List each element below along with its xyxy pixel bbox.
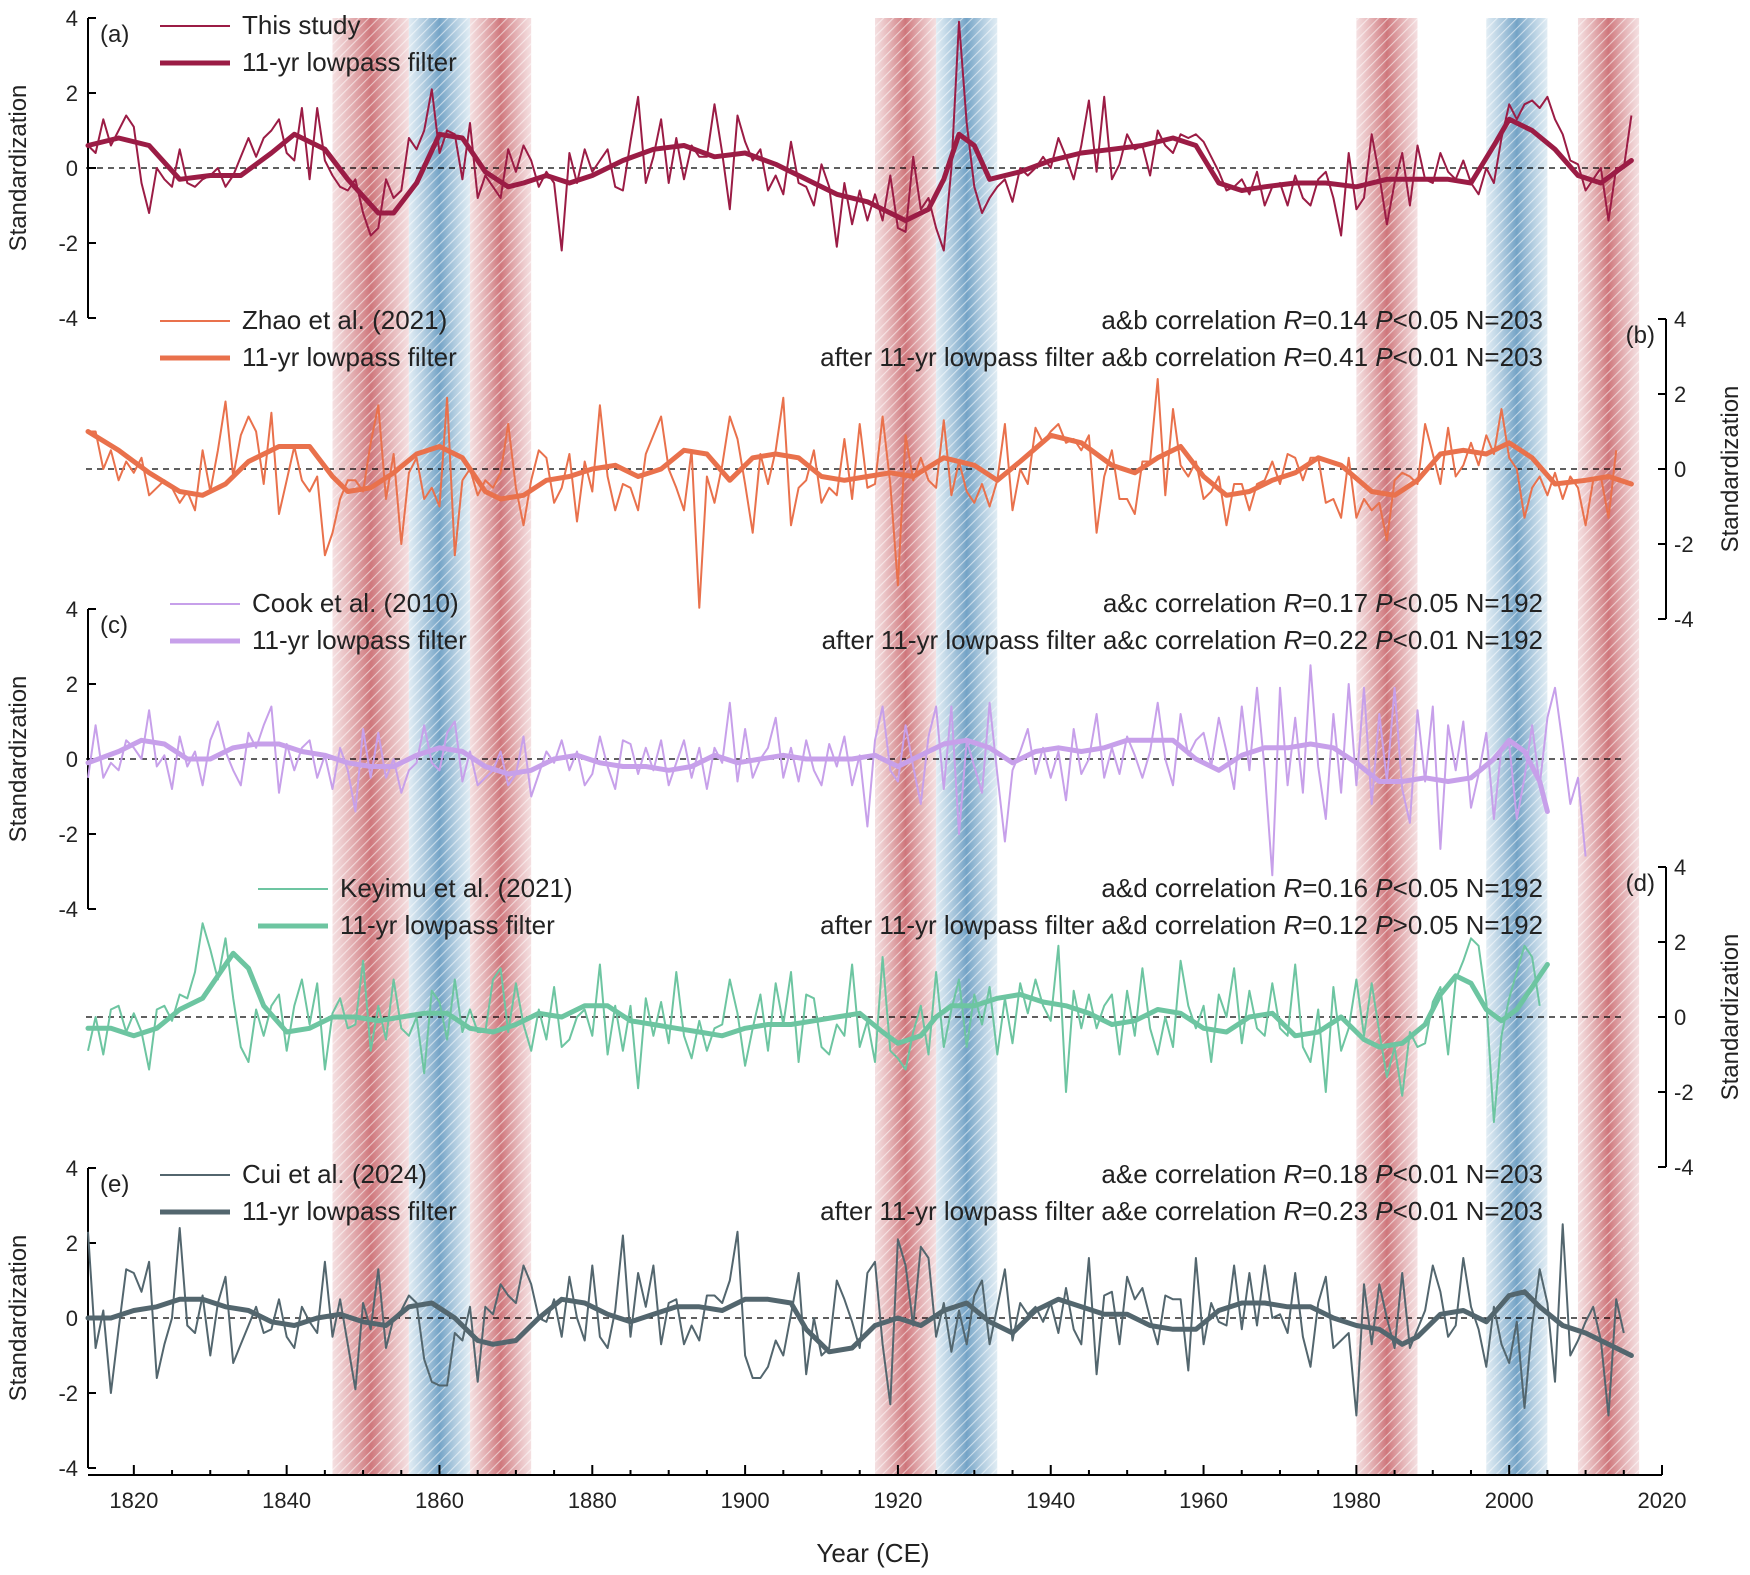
x-tick-label: 1860 [415,1488,464,1513]
y-tick-label: -2 [1674,532,1694,557]
y-tick-label: 2 [66,81,78,106]
y-tick-label: -2 [58,1381,78,1406]
x-tick-label: 1980 [1332,1488,1381,1513]
series-raw-line [88,378,1618,609]
legend-smooth-label: 11-yr lowpass filter [340,910,555,940]
y-tick-label: 2 [66,672,78,697]
x-tick-label: 1840 [262,1488,311,1513]
legend-raw-label: Cui et al. (2024) [242,1159,427,1189]
panel-d: -4 -2 0 2 4 Standardization (d) Keyimu et al. (… [85,855,1744,1180]
x-tick-label: 1880 [568,1488,617,1513]
y-axis-label: Standardization [5,1235,32,1402]
correlation-text: a&b correlation R=0.14 P<0.05 N=203 [1101,305,1543,335]
series-smooth-line [85,429,1634,502]
x-tick-label: 1900 [721,1488,770,1513]
legend-raw-label: Keyimu et al. (2021) [340,873,573,903]
y-axis-label: Standardization [1717,934,1744,1101]
y-tick-label: 4 [66,597,78,622]
x-tick-label: 1920 [873,1488,922,1513]
shade-hatch [1356,18,1418,1475]
series-smooth-line [85,950,1550,1050]
panel-e: -4 -2 0 2 4 Standardization (e) Cui et al. (202… [5,1156,1634,1481]
legend-smooth-label: 11-yr lowpass filter [242,47,457,77]
correlation-filtered-text: after 11-yr lowpass filter a&e correlati… [820,1196,1543,1226]
y-tick-label: 0 [1674,457,1686,482]
panel-label: (a) [100,21,129,48]
y-tick-label: 0 [66,1306,78,1331]
series-raw-line [87,20,1633,252]
correlation-text: a&e correlation R=0.18 P<0.01 N=203 [1101,1159,1543,1189]
legend-raw-label: This study [242,10,361,40]
panel-label: (d) [1626,870,1655,897]
legend-raw-label: Cook et al. (2010) [252,588,459,618]
panels: -4 -2 0 2 4 Standardization (a) This study 11-yr… [5,6,1744,1481]
series-smooth-line [85,116,1634,223]
correlation-filtered-text: after 11-yr lowpass filter a&d correlati… [820,910,1543,940]
y-tick-label: -2 [1674,1080,1694,1105]
y-tick-label: 4 [1674,307,1686,332]
series-smooth-line [85,737,1550,814]
y-tick-label: 4 [66,1156,78,1181]
x-tick-label: 1820 [109,1488,158,1513]
panel-label: (c) [100,612,128,639]
legend-raw-label: Zhao et al. (2021) [242,305,447,335]
panel-b: -4 -2 0 2 4 Standardization (b) Zhao et al. (20… [85,305,1744,632]
y-tick-label: -4 [58,897,78,922]
y-tick-label: 2 [1674,930,1686,955]
y-tick-label: -4 [58,306,78,331]
y-tick-label: -4 [1674,1155,1694,1180]
y-tick-label: 0 [66,156,78,181]
x-tick-label: 2020 [1638,1488,1687,1513]
correlation-filtered-text: after 11-yr lowpass filter a&c correlati… [822,625,1543,655]
y-tick-label: 2 [1674,382,1686,407]
series-smooth-line [85,1289,1634,1358]
correlation-text: a&d correlation R=0.16 P<0.05 N=192 [1101,873,1543,903]
legend-smooth-label: 11-yr lowpass filter [242,342,457,372]
y-tick-label: 4 [1674,855,1686,880]
panel-c: -4 -2 0 2 4 Standardization (c) Cook et al. (20… [5,588,1622,922]
correlation-filtered-text: after 11-yr lowpass filter a&b correlati… [820,342,1543,372]
x-axis-label: Year (CE) [816,1538,929,1568]
y-axis-label: Standardization [1717,386,1744,553]
y-tick-label: -2 [58,231,78,256]
panel-a: -4 -2 0 2 4 Standardization (a) This study 11-yr… [5,6,1634,331]
series-raw-line [87,922,1541,1123]
y-tick-label: -4 [1674,607,1694,632]
legend-smooth-label: 11-yr lowpass filter [242,1196,457,1226]
y-tick-label: -4 [58,1456,78,1481]
panel-label: (b) [1626,322,1655,349]
series-raw-line [87,1223,1625,1417]
y-tick-label: -2 [58,822,78,847]
legend-smooth-label: 11-yr lowpass filter [252,625,467,655]
y-axis-label: Standardization [5,676,32,843]
x-tick-label: 1940 [1026,1488,1075,1513]
shade-hatch [875,18,937,1475]
shaded-bands [332,18,1640,1475]
panel-label: (e) [100,1171,129,1198]
y-tick-label: 2 [66,1231,78,1256]
y-axis-label: Standardization [5,85,32,252]
x-axis: Year (CE) 1820 1840 1860 1880 1900 1920 1940 19… [88,1465,1686,1568]
correlation-text: a&c correlation R=0.17 P<0.05 N=192 [1103,588,1543,618]
x-tick-label: 2000 [1485,1488,1534,1513]
shade-hatch [332,18,409,1475]
y-tick-label: 0 [66,747,78,772]
shade-hatch [1577,18,1640,1475]
x-tick-label: 1960 [1179,1488,1228,1513]
y-tick-label: 0 [1674,1005,1686,1030]
y-tick-label: 4 [66,6,78,31]
